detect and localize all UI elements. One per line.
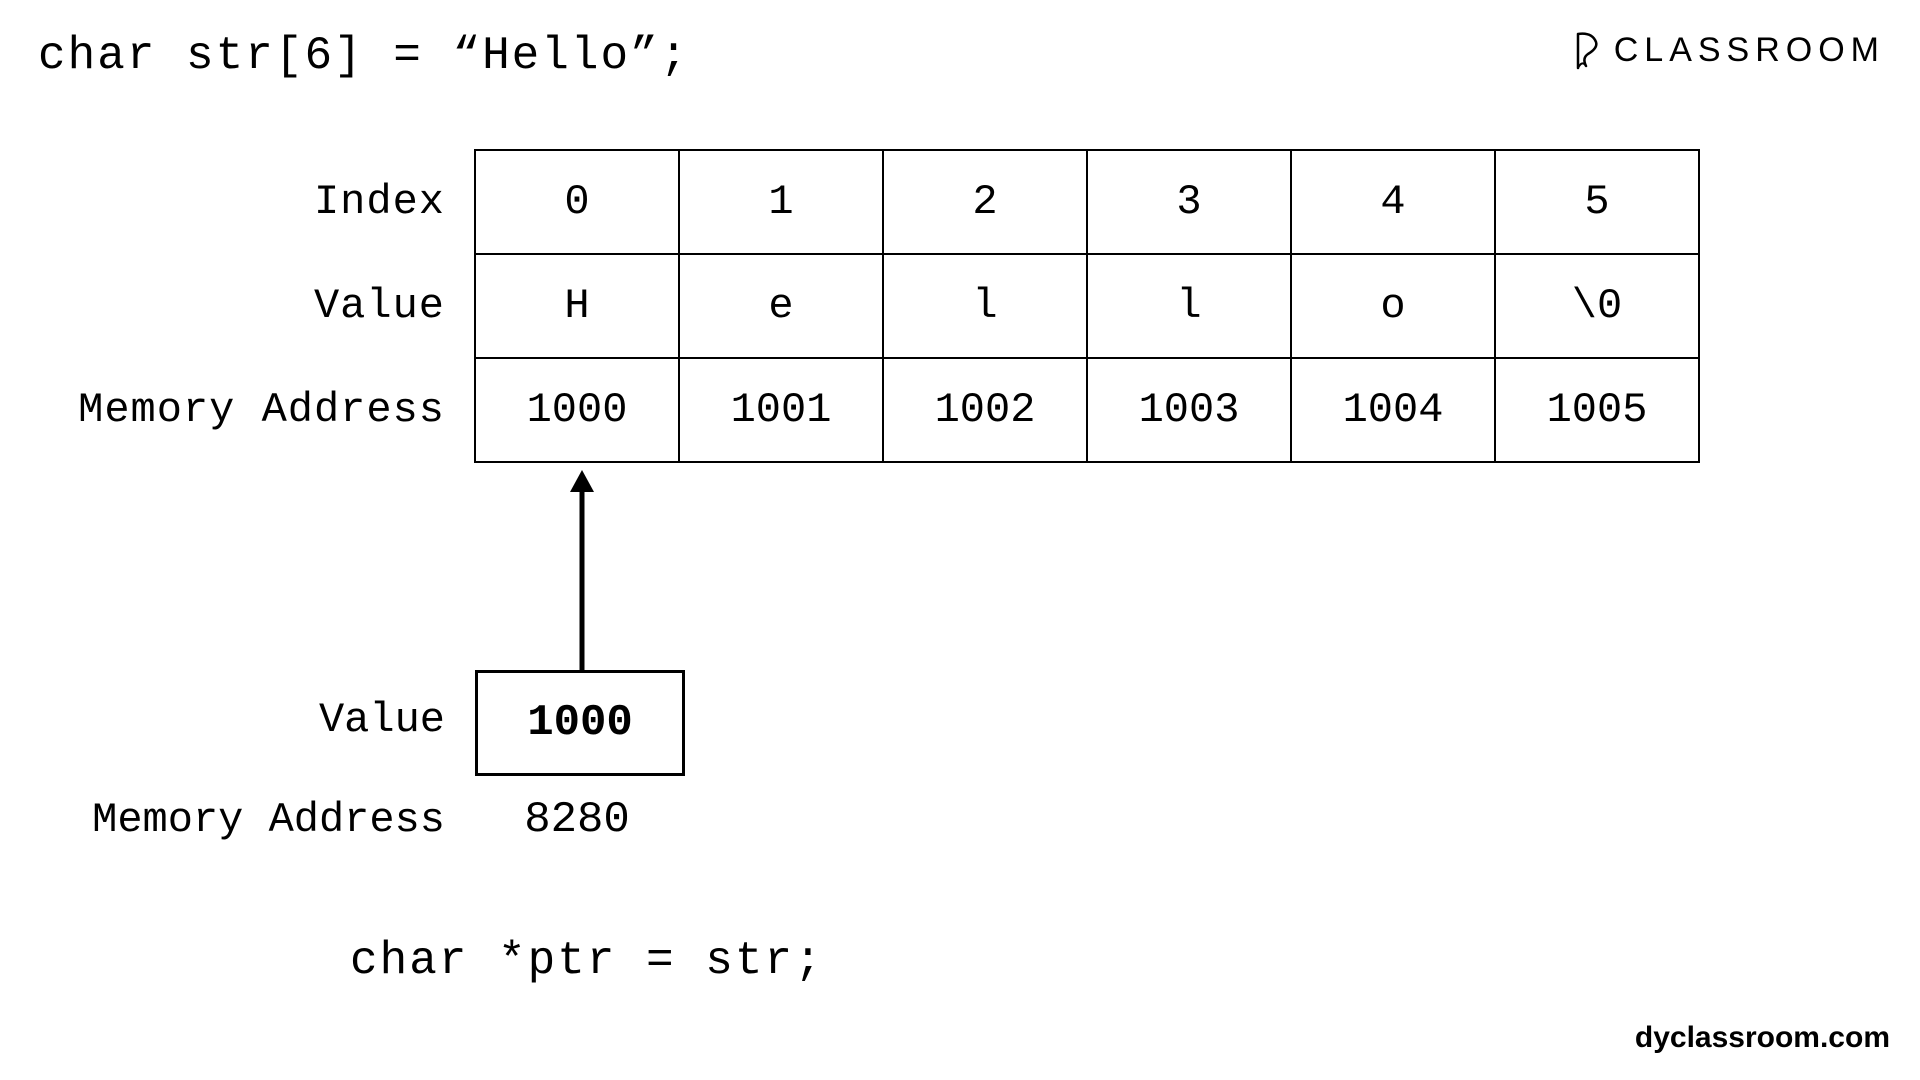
row-label-address: Memory Address (25, 358, 475, 462)
row-label-value: Value (25, 254, 475, 358)
cell-index-5: 5 (1494, 149, 1700, 255)
cell-address-4: 1004 (1290, 357, 1496, 463)
pointer-arrow (562, 470, 602, 670)
row-label-index: Index (25, 150, 475, 254)
cell-address-0: 1000 (474, 357, 680, 463)
cell-address-1: 1001 (678, 357, 884, 463)
cell-index-1: 1 (678, 149, 884, 255)
cell-value-5: \0 (1494, 253, 1700, 359)
cell-value-2: l (882, 253, 1088, 359)
cell-value-0: H (474, 253, 680, 359)
brand-text: CLASSROOM (1614, 31, 1885, 70)
pointer-address: 8280 (475, 795, 679, 845)
cell-address-2: 1002 (882, 357, 1088, 463)
cell-value-1: e (678, 253, 884, 359)
footer-url: dyclassroom.com (1635, 1021, 1890, 1055)
cell-value-4: o (1290, 253, 1496, 359)
cell-index-2: 2 (882, 149, 1088, 255)
brand-logo-icon (1572, 30, 1606, 70)
cell-index-4: 4 (1290, 149, 1496, 255)
pointer-declaration: char *ptr = str; (350, 935, 824, 987)
pointer-address-label: Memory Address (25, 795, 475, 845)
cell-index-3: 3 (1086, 149, 1292, 255)
memory-table: Index 0 1 2 3 4 5 Value H e l l o \0 Mem… (25, 150, 1699, 462)
brand-logo: CLASSROOM (1572, 30, 1885, 70)
cell-value-3: l (1086, 253, 1292, 359)
cell-index-0: 0 (474, 149, 680, 255)
cell-address-3: 1003 (1086, 357, 1292, 463)
pointer-value-box: 1000 (475, 670, 685, 776)
cell-address-5: 1005 (1494, 357, 1700, 463)
array-declaration: char str[6] = “Hello”; (38, 30, 689, 82)
pointer-value-label: Value (25, 670, 475, 770)
